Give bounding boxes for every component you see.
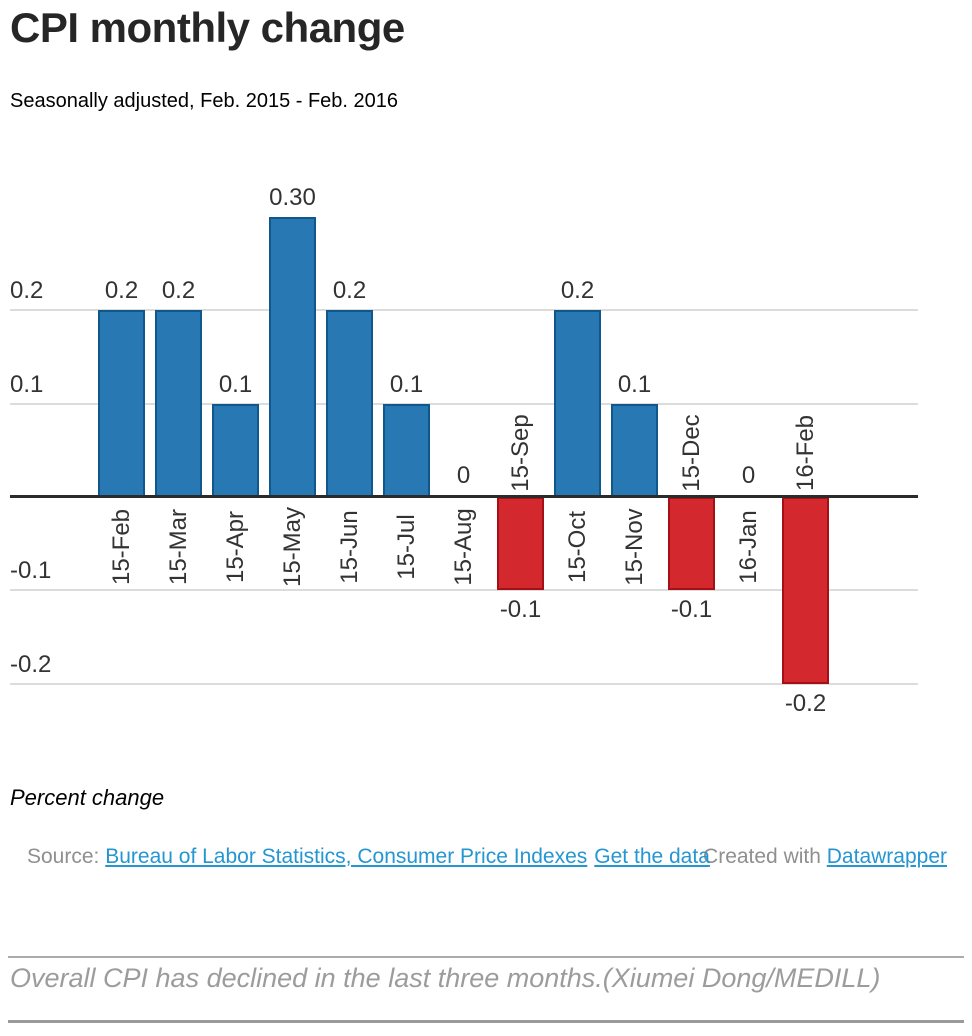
bar-value-label: 0 (741, 462, 756, 489)
y-tick-label: -0.1 (10, 557, 52, 584)
category-label: 15-Dec (677, 414, 705, 492)
bar-value-label: 0.1 (218, 371, 253, 398)
created-with-line: Created with Datawrapper (703, 845, 947, 869)
bar (326, 310, 373, 497)
chart-area: 0.2 0.1 -0.1 -0.2 0.2 15-Feb 0.2 15-Mar 0.1 15-Ap… (10, 184, 918, 717)
y-axis-note: Percent change (10, 785, 165, 810)
bar-value-label: 0.30 (269, 184, 316, 211)
y-tick-label: -0.2 (10, 651, 52, 678)
source-prefix: Source: (27, 845, 106, 868)
category-label: 15-Nov (620, 508, 648, 586)
source-link-bls[interactable]: Bureau of Labor Statistics, Consumer Pri… (105, 845, 588, 868)
bar-value-label: -0.2 (784, 690, 827, 717)
category-label: 15-Mar (164, 508, 192, 586)
source-line: Source: Bureau of Labor Statistics, Cons… (27, 845, 710, 869)
category-label: 15-Sep (506, 414, 534, 492)
bar-value-label: 0.2 (104, 277, 139, 304)
gridline (10, 589, 918, 591)
bar (383, 404, 430, 497)
gridline (10, 309, 918, 311)
page-subtitle: Seasonally adjusted, Feb. 2015 - Feb. 20… (10, 90, 399, 112)
caption-divider-top (8, 956, 964, 958)
datawrapper-link[interactable]: Datawrapper (826, 845, 947, 868)
bar (269, 217, 316, 497)
bar-value-label: -0.1 (670, 596, 713, 623)
bar-value-label: 0.2 (161, 277, 196, 304)
category-label: 15-Feb (107, 508, 135, 586)
created-with-text: Created with (703, 845, 827, 868)
bar-value-label: -0.1 (499, 596, 542, 623)
category-label: 15-Oct (563, 510, 591, 584)
bar (668, 497, 715, 590)
caption-divider-bottom (8, 1020, 964, 1023)
caption-text: Overall CPI has declined in the last thr… (10, 963, 881, 993)
gridline (10, 403, 918, 405)
y-tick-label: 0.1 (10, 371, 44, 398)
bar-value-label: 0.2 (332, 277, 367, 304)
category-label: 15-May (278, 506, 306, 588)
category-label: 15-Jul (392, 514, 420, 580)
gridline (10, 683, 918, 685)
category-label: 16-Feb (791, 414, 819, 492)
bar (782, 497, 829, 684)
bar (98, 310, 145, 497)
category-label: 16-Jan (734, 510, 762, 584)
zero-axis-line (10, 495, 918, 498)
page-title: CPI monthly change (10, 4, 405, 51)
category-label: 15-Jun (335, 510, 363, 584)
bar-value-label: 0 (456, 462, 471, 489)
y-tick-label: 0.2 (10, 277, 44, 304)
bar-value-label: 0.2 (560, 277, 595, 304)
category-label: 15-Aug (449, 508, 477, 586)
bar (554, 310, 601, 497)
get-the-data-link[interactable]: Get the data (594, 845, 710, 868)
bar (155, 310, 202, 497)
bar (611, 404, 658, 497)
bar-value-label: 0.1 (389, 371, 424, 398)
category-label: 15-Apr (221, 510, 249, 584)
bar-value-label: 0.1 (617, 371, 652, 398)
bar (212, 404, 259, 497)
bar (497, 497, 544, 590)
